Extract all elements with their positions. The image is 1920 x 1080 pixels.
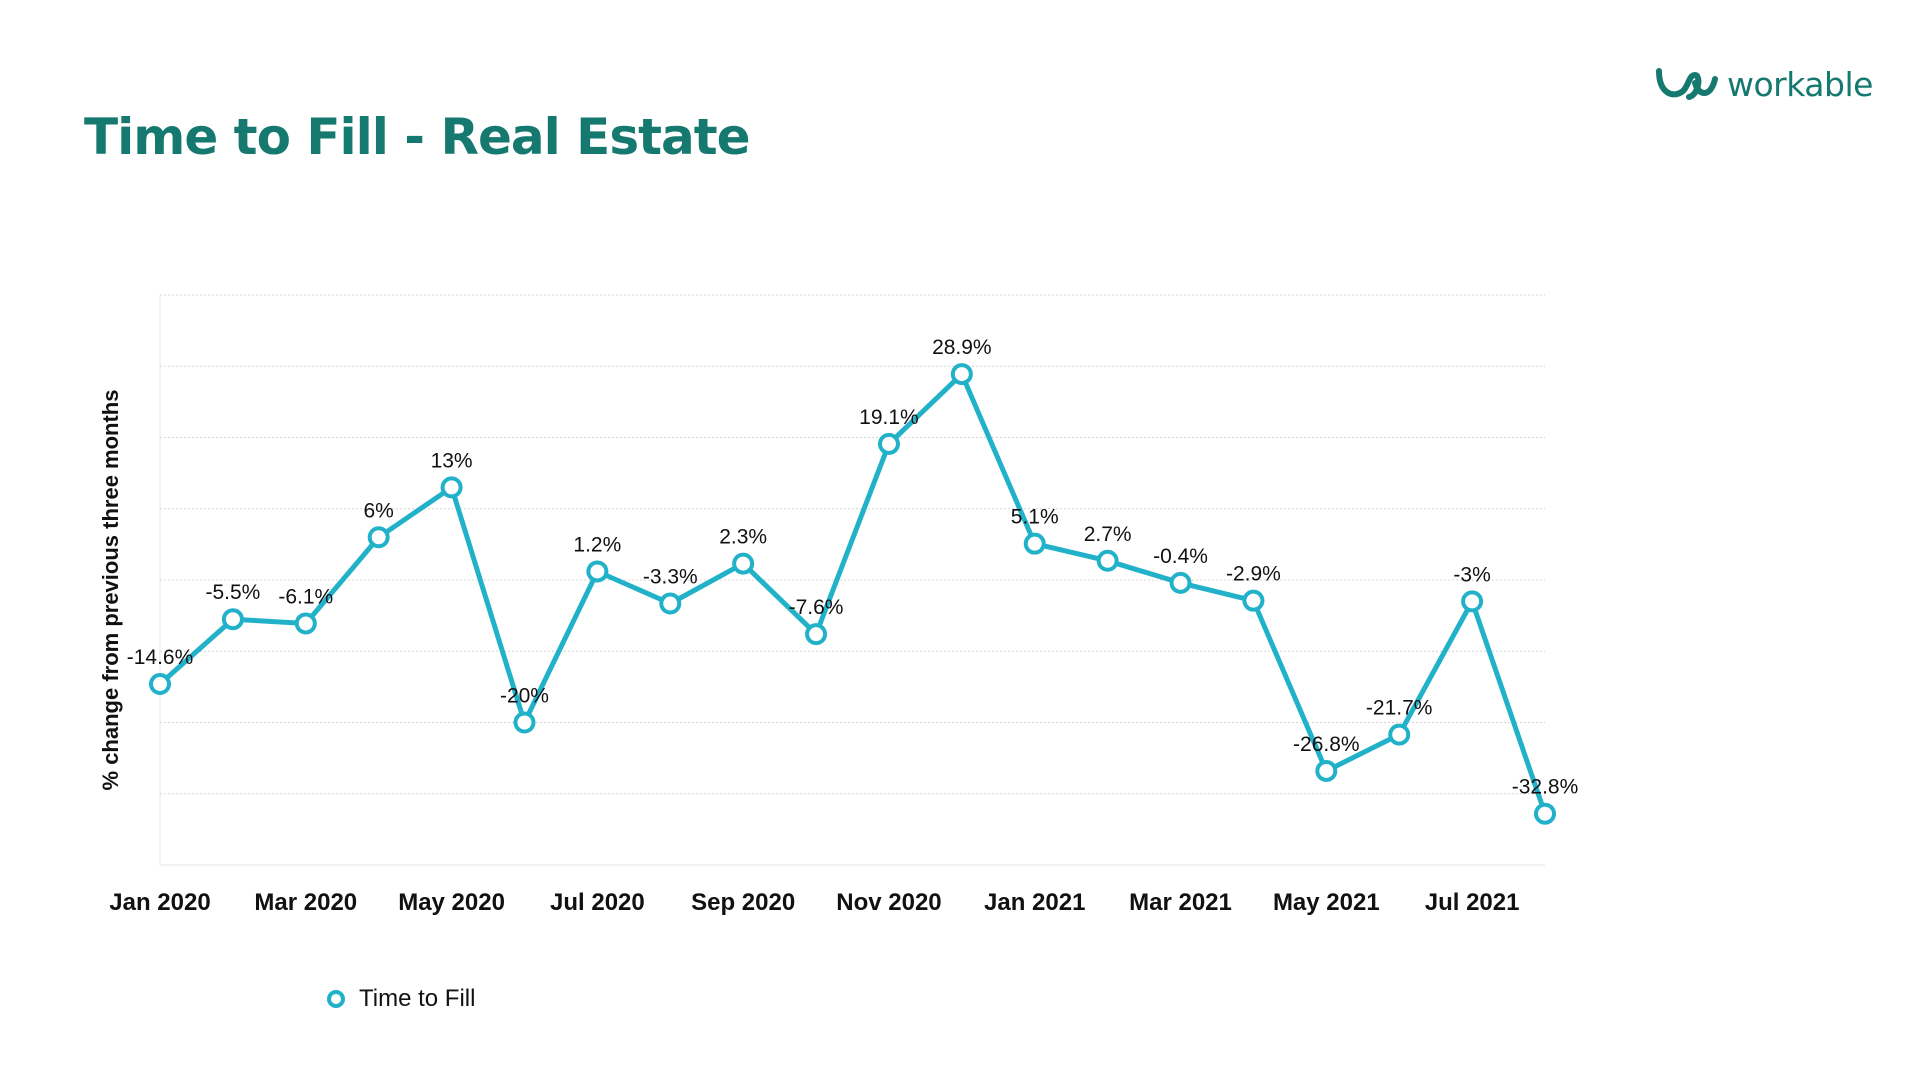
data-point: [586, 560, 609, 583]
data-label: 1.2%: [573, 533, 621, 556]
data-label: -0.4%: [1153, 545, 1208, 568]
x-tick-label: Jul 2021: [1425, 889, 1520, 916]
x-tick-label: Nov 2020: [836, 889, 941, 916]
data-point: [1461, 590, 1484, 613]
y-axis-label: % change from previous three months: [98, 390, 123, 791]
data-label: -21.7%: [1366, 697, 1433, 720]
data-label: -3.3%: [643, 566, 698, 589]
data-point: [1169, 571, 1192, 594]
x-tick-label: Mar 2021: [1129, 889, 1232, 916]
data-point: [149, 673, 171, 696]
data-point: [1534, 802, 1556, 825]
data-point: [877, 432, 900, 455]
data-point: [1242, 589, 1265, 612]
data-point: [1023, 532, 1046, 555]
data-point: [950, 363, 973, 386]
data-point: [805, 623, 828, 646]
chart-title: Time to Fill - Real Estate: [84, 108, 751, 166]
data-label: 13%: [431, 449, 473, 472]
workable-logo: workable: [1655, 62, 1873, 106]
data-point: [1096, 549, 1119, 572]
data-label: -3%: [1453, 563, 1490, 586]
x-tick-label: Jan 2020: [109, 889, 210, 916]
data-labels: -14.6% -5.5% -6.1% 6% 13% -20% 1.2% -3.3% 2.3% -7…: [127, 336, 1579, 799]
data-point: [221, 608, 244, 631]
legend-label: Time to Fill: [359, 985, 476, 1012]
x-tick-labels: Jan 2020 Mar 2020 May 2020 Jul 2020 Sep 2020…: [109, 889, 1519, 916]
data-point: [513, 711, 536, 734]
data-label: -2.9%: [1226, 563, 1281, 586]
data-point: [1315, 759, 1338, 782]
data-label: 19.1%: [859, 406, 919, 429]
data-label: -7.6%: [789, 596, 844, 619]
x-tick-label: Mar 2020: [254, 889, 357, 916]
data-point: [1388, 723, 1411, 746]
data-label: 2.3%: [719, 526, 767, 549]
series-line-time-to-fill: [158, 371, 1548, 815]
grid-layer: [160, 294, 1545, 866]
workable-logo-icon: [1656, 68, 1718, 100]
data-label: -32.8%: [1512, 776, 1579, 799]
logo-text: workable: [1727, 64, 1873, 104]
x-tick-label: May 2021: [1273, 889, 1380, 916]
legend: Time to Fill: [325, 985, 475, 1013]
data-label: -20%: [500, 685, 549, 708]
data-point: [294, 612, 317, 635]
data-point: [367, 526, 390, 549]
data-label: 2.7%: [1084, 523, 1132, 546]
data-label: -14.6%: [127, 646, 194, 669]
data-label: 6%: [364, 499, 394, 522]
data-label: -5.5%: [205, 581, 260, 604]
data-point: [659, 592, 682, 615]
data-points: [149, 363, 1556, 825]
data-point: [440, 476, 463, 499]
legend-marker-icon: [327, 990, 345, 1008]
data-label: 28.9%: [932, 336, 992, 359]
data-point: [732, 552, 755, 575]
x-tick-label: Jan 2021: [984, 889, 1085, 916]
data-label: -26.8%: [1293, 733, 1360, 756]
data-label: 5.1%: [1011, 506, 1059, 529]
x-tick-label: Sep 2020: [691, 889, 795, 916]
x-tick-label: May 2020: [398, 889, 505, 916]
data-label: -6.1%: [278, 585, 333, 608]
x-tick-label: Jul 2020: [550, 889, 645, 916]
